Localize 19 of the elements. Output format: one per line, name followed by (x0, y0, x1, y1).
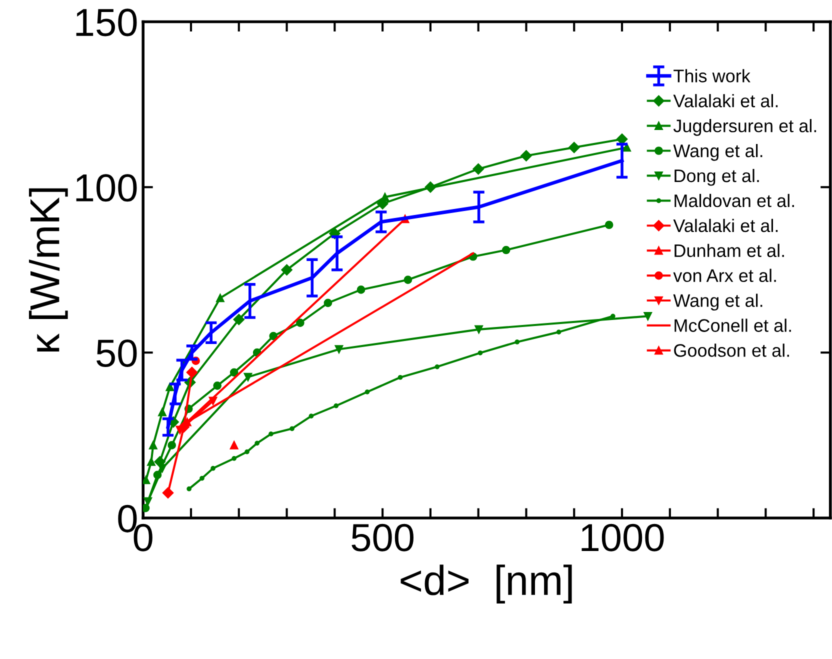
x-axis-title: <d> [nm] (400, 564, 572, 604)
x-tick-label: 1000 (582, 524, 664, 552)
legend-label: Valalaki et al. (673, 218, 778, 232)
legend-label: Maldovan et al. (674, 194, 794, 208)
legend-label: Dunham et al. (674, 244, 784, 258)
legend-label: von Arx et al. (673, 268, 776, 282)
legend-label: McConell et al. (674, 318, 791, 332)
y-axis-title: κ [W/mK] (28, 188, 68, 352)
legend-label: Jugdersuren et al. (673, 119, 816, 136)
legend-label: This work (674, 69, 750, 82)
y-tick-label: 100 (76, 174, 137, 202)
legend-label: Dong et al. (674, 168, 759, 186)
legend-label: Wang et al. (673, 294, 762, 311)
y-tick-label: 150 (76, 8, 137, 36)
legend-label: Goodson et al. (674, 344, 789, 357)
legend-label: Wang et al. (673, 144, 762, 161)
x-tick-label: 500 (352, 524, 414, 552)
legend-label: Valalaki et al. (673, 94, 778, 108)
y-tick-label: 50 (96, 340, 137, 368)
